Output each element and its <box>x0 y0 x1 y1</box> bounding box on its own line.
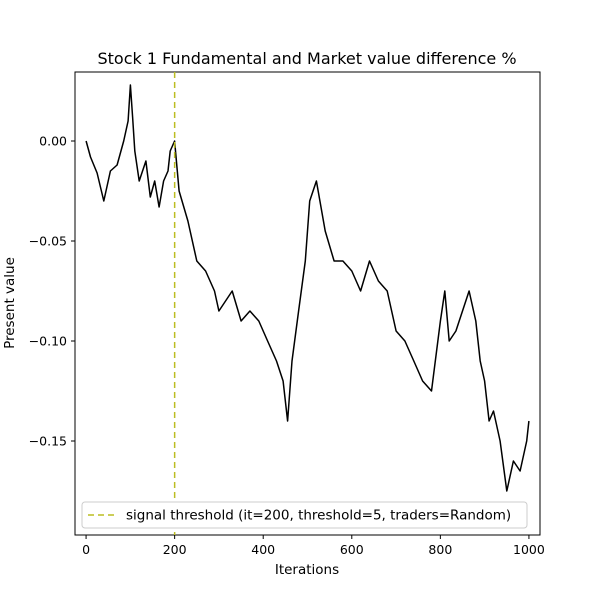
y-axis: 0.00 −0.05 −0.10 −0.15 <box>29 134 75 449</box>
y-tick-label: −0.10 <box>29 334 67 349</box>
x-axis: 0 200 400 600 800 1000 <box>82 535 545 557</box>
legend-threshold-label: signal threshold (it=200, threshold=5, t… <box>126 508 511 524</box>
x-tick-label: 1000 <box>513 542 545 557</box>
y-axis-label: Present value <box>2 257 18 349</box>
x-axis-label: Iterations <box>275 562 339 578</box>
series-line-stock-1 <box>85 84 530 492</box>
x-tick-label: 200 <box>163 542 187 557</box>
y-tick-label: −0.15 <box>29 434 67 449</box>
x-tick-label: 800 <box>428 542 452 557</box>
x-tick-label: 400 <box>251 542 275 557</box>
plot-frame <box>74 71 541 536</box>
legend-box <box>81 501 528 529</box>
x-tick-label: 600 <box>340 542 364 557</box>
legend: signal threshold (it=200, threshold=5, t… <box>81 501 528 529</box>
plot-area <box>74 71 541 536</box>
chart-title: Stock 1 Fundamental and Market value dif… <box>97 49 516 68</box>
x-tick-label: 0 <box>82 542 90 557</box>
y-tick-label: −0.05 <box>29 234 67 249</box>
y-tick-label: 0.00 <box>39 134 67 149</box>
